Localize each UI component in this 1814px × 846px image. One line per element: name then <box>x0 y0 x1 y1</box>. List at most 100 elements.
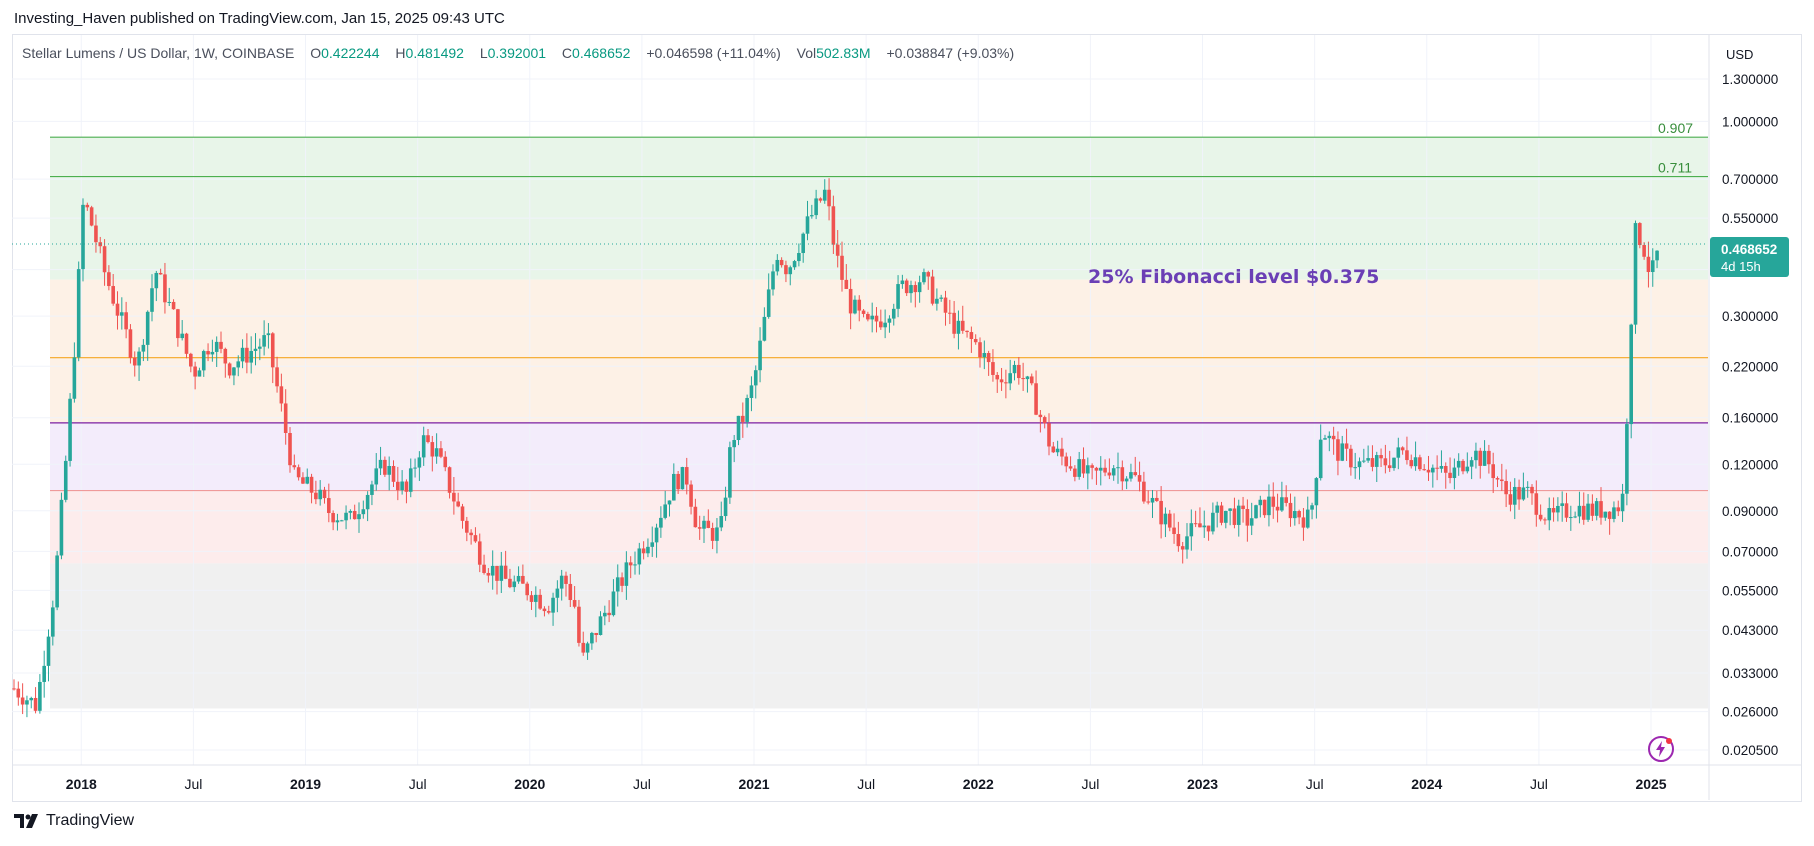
candle-body <box>1387 465 1392 469</box>
candle-body <box>525 583 529 596</box>
candle-body <box>1236 505 1241 525</box>
y-tick-label: 1.300000 <box>1722 72 1778 87</box>
candle-body <box>870 315 874 320</box>
candle-body <box>766 289 771 317</box>
candle-body <box>1504 481 1508 495</box>
candle-body <box>1638 223 1642 246</box>
candle-body <box>1327 435 1332 439</box>
candle-body <box>1064 456 1069 467</box>
candle-body <box>163 274 167 303</box>
candle-body <box>1413 457 1418 467</box>
candle-body <box>930 276 935 304</box>
candle-body <box>1008 373 1012 384</box>
candle-body <box>797 253 801 262</box>
candle-body <box>1211 512 1215 532</box>
candle-body <box>1025 376 1030 380</box>
x-tick-label: Jul <box>857 776 875 792</box>
candle-body <box>12 688 16 690</box>
candle-body <box>891 308 896 319</box>
candle-body <box>335 520 340 523</box>
fibonacci-annotation: 25% Fibonacci level $0.375 <box>1088 266 1379 288</box>
candle-body <box>861 310 866 314</box>
candle-body <box>430 442 435 457</box>
candle-body <box>378 459 383 469</box>
candle-body <box>137 351 141 366</box>
candle-body <box>1383 458 1388 466</box>
candle-body <box>1625 424 1629 494</box>
candle-body <box>20 697 25 705</box>
candle-body <box>546 611 551 613</box>
price-tag-value: 0.468652 <box>1721 242 1777 257</box>
candle-body <box>383 459 387 475</box>
candle-body <box>1655 250 1659 261</box>
candle-body <box>516 575 521 582</box>
candle-body <box>818 198 823 201</box>
candle-body <box>1448 472 1452 479</box>
candle-body <box>1090 465 1094 468</box>
candle-body <box>55 555 59 608</box>
candle-body <box>624 562 629 586</box>
candle-body <box>443 456 448 468</box>
candle-body <box>637 548 642 565</box>
fib-label: 0.711 <box>1658 160 1692 176</box>
candle-body <box>917 282 922 293</box>
candle-body <box>447 467 452 493</box>
candle-body <box>25 700 29 705</box>
y-tick-label: 0.300000 <box>1722 309 1778 324</box>
candle-body <box>1129 472 1133 479</box>
candle-body <box>46 636 51 666</box>
candle-body <box>232 367 236 376</box>
candle-body <box>1642 245 1646 257</box>
candle-body <box>1073 468 1077 477</box>
candle-body <box>124 312 128 330</box>
tradingview-brand[interactable]: TradingView <box>14 812 134 830</box>
x-tick-label: 2022 <box>963 776 994 792</box>
candle-body <box>486 572 491 576</box>
legend-change: +0.046598 (+11.04%) <box>646 45 781 61</box>
candle-body <box>866 313 870 320</box>
candle-body <box>1051 446 1056 453</box>
candle-body <box>822 189 827 201</box>
candle-body <box>1206 525 1211 532</box>
candle-body <box>1180 546 1185 550</box>
price-tag-countdown: 4d 15h <box>1721 259 1761 274</box>
candle-body <box>1525 486 1530 488</box>
x-tick-label: 2023 <box>1187 776 1218 792</box>
candle-body <box>473 535 478 542</box>
candle-body <box>1107 472 1112 476</box>
candle-body <box>615 577 620 592</box>
candle-body <box>1551 508 1556 513</box>
candle-body <box>1543 519 1547 521</box>
candle-body <box>805 216 810 234</box>
candle-body <box>434 448 439 457</box>
candle-body <box>102 246 107 273</box>
candle-body <box>559 575 564 589</box>
candle-body <box>339 520 344 522</box>
legend-low-label: L <box>479 45 488 61</box>
candle-body <box>253 348 258 351</box>
candle-body <box>650 542 655 547</box>
candle-body <box>982 353 987 358</box>
fib-label: 0.907 <box>1658 120 1693 136</box>
candle-body <box>270 333 275 368</box>
candle-body <box>180 333 184 339</box>
candle-body <box>1232 508 1237 525</box>
legend-close: 0.468652 <box>572 45 631 61</box>
candle-body <box>89 207 94 226</box>
candle-body <box>1379 455 1383 459</box>
candle-body <box>564 575 568 584</box>
candle-body <box>456 501 460 507</box>
flash-icon[interactable] <box>1646 734 1676 764</box>
y-tick-label: 0.070000 <box>1722 544 1778 559</box>
candle-body <box>426 435 430 443</box>
candle-body <box>840 255 844 280</box>
candle-body <box>753 370 758 386</box>
candle-body <box>1521 487 1526 500</box>
candle-body <box>465 520 469 533</box>
candle-body <box>167 301 172 303</box>
candle-body <box>1038 414 1043 418</box>
candle-body <box>201 351 206 371</box>
legend-vol-change: +0.038847 (+9.03%) <box>886 45 1015 61</box>
candle-body <box>1396 447 1401 458</box>
